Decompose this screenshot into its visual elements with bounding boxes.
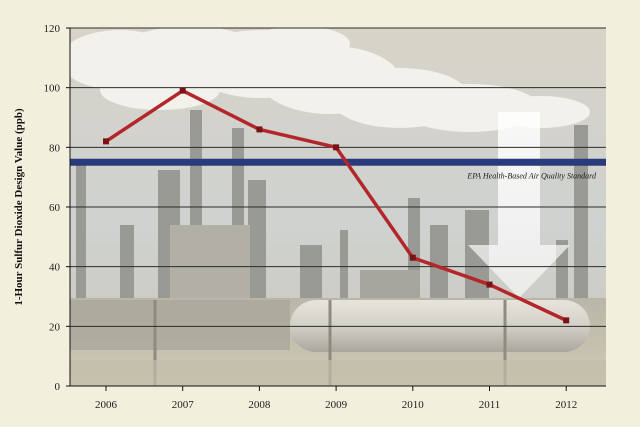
y-axis-label: 1-Hour Sulfur Dioxide Design Value (ppb) (13, 108, 25, 306)
refinery-structures (76, 110, 588, 300)
x-tick-label: 2010 (402, 399, 425, 411)
x-tick-label: 2012 (555, 399, 577, 411)
y-tick-label: 100 (44, 83, 61, 95)
x-tick-label: 2006 (95, 399, 118, 411)
data-point-2010 (409, 254, 416, 261)
data-point-2011 (486, 281, 493, 288)
data-point-2009 (333, 144, 340, 151)
x-tick-label: 2009 (325, 399, 348, 411)
data-point-2012 (563, 317, 570, 324)
x-tick-labels: 2006 2007 2008 2009 2010 2011 2012 (95, 399, 577, 411)
epa-standard-label: EPA Health-Based Air Quality Standard (466, 171, 597, 180)
axes (66, 27, 606, 391)
data-point-2007 (179, 87, 186, 94)
epa-standard-line (70, 158, 606, 166)
y-tick-label: 20 (49, 321, 61, 333)
y-tick-label: 120 (44, 23, 61, 35)
y-tick-label: 60 (49, 202, 61, 214)
data-point-2006 (103, 138, 109, 145)
x-tick-label: 2007 (172, 399, 195, 411)
data-point-2008 (256, 126, 263, 133)
y-tick-labels: 0 20 40 60 80 100 120 (44, 23, 61, 393)
x-tick-label: 2008 (248, 399, 271, 411)
reference-line-group: EPA Health-Based Air Quality Standard (70, 158, 606, 180)
series-group (103, 87, 570, 324)
refinery-background (70, 28, 606, 386)
y-tick-label: 0 (55, 381, 61, 393)
x-tick-label: 2011 (479, 399, 501, 411)
y-tick-label: 80 (49, 142, 61, 154)
y-tick-label: 40 (49, 262, 61, 274)
down-arrow-overlay (468, 112, 570, 298)
